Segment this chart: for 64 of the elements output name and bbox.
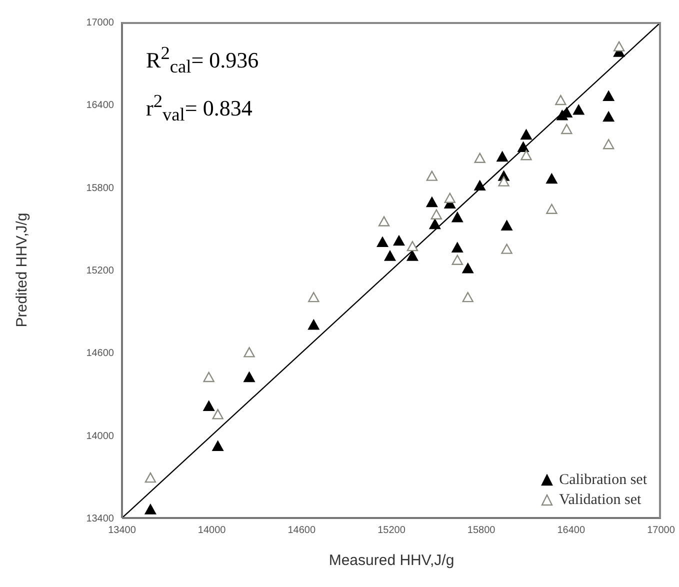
- point: [452, 254, 463, 265]
- x-tick-label: 13400: [108, 525, 136, 536]
- point: [308, 320, 320, 330]
- point: [452, 212, 463, 222]
- point: [212, 440, 224, 451]
- y-tick-label: 15200: [86, 266, 114, 277]
- point: [430, 209, 442, 220]
- point: [555, 94, 566, 106]
- y-tick-label: 16400: [86, 100, 114, 112]
- y-axis-title: Predited HHV,J/g: [14, 212, 30, 328]
- point: [406, 250, 418, 261]
- point: [308, 292, 320, 302]
- point: [203, 372, 214, 382]
- point: [244, 372, 255, 382]
- y-tick-label: 14600: [86, 348, 114, 360]
- point: [501, 220, 512, 231]
- point: [474, 152, 486, 163]
- y-tick-label: 15800: [86, 182, 114, 194]
- point: [384, 250, 396, 261]
- point: [393, 235, 405, 246]
- x-tick-label: 15800: [467, 525, 496, 536]
- legend-label: Validation set: [559, 491, 642, 510]
- point: [462, 292, 474, 302]
- x-tick-label: 15200: [378, 525, 406, 536]
- point: [520, 150, 532, 160]
- x-axis-title: Measured HHV,J/g: [328, 552, 454, 569]
- point: [426, 170, 438, 181]
- x-tick-label: 17000: [647, 525, 676, 536]
- point: [429, 218, 441, 230]
- point: [498, 176, 510, 186]
- point: [378, 216, 390, 226]
- point: [546, 204, 558, 214]
- point: [462, 263, 474, 274]
- point: [602, 139, 614, 150]
- point: [144, 504, 156, 514]
- point: [144, 472, 156, 483]
- point: [602, 90, 614, 101]
- x-tick-label: 14000: [198, 525, 226, 536]
- point: [520, 129, 532, 140]
- legend-label: Calibration set: [559, 471, 647, 490]
- annotation: R$^{2}$$_{cal}$= 0.936: [146, 42, 259, 79]
- x-tick-label: 16400: [557, 525, 586, 536]
- point: [561, 124, 572, 134]
- x-tick-label: 14600: [288, 525, 316, 536]
- point: [613, 41, 625, 52]
- annotation: r$^{2}$$_{val}$= 0.834: [146, 90, 254, 126]
- point: [518, 142, 529, 152]
- point: [546, 173, 558, 184]
- point: [474, 180, 486, 191]
- point: [452, 242, 463, 253]
- y-tick-label: 13400: [86, 514, 114, 525]
- point: [212, 409, 224, 420]
- point: [602, 111, 614, 122]
- point: [426, 196, 438, 208]
- point: [406, 240, 418, 252]
- point: [444, 192, 456, 203]
- point: [501, 244, 512, 254]
- y-tick-label: 14000: [86, 430, 114, 442]
- point: [496, 151, 508, 162]
- point: [573, 104, 584, 115]
- point: [244, 347, 255, 358]
- point: [376, 236, 388, 248]
- point: [203, 400, 214, 411]
- y-tick-label: 17000: [86, 18, 114, 29]
